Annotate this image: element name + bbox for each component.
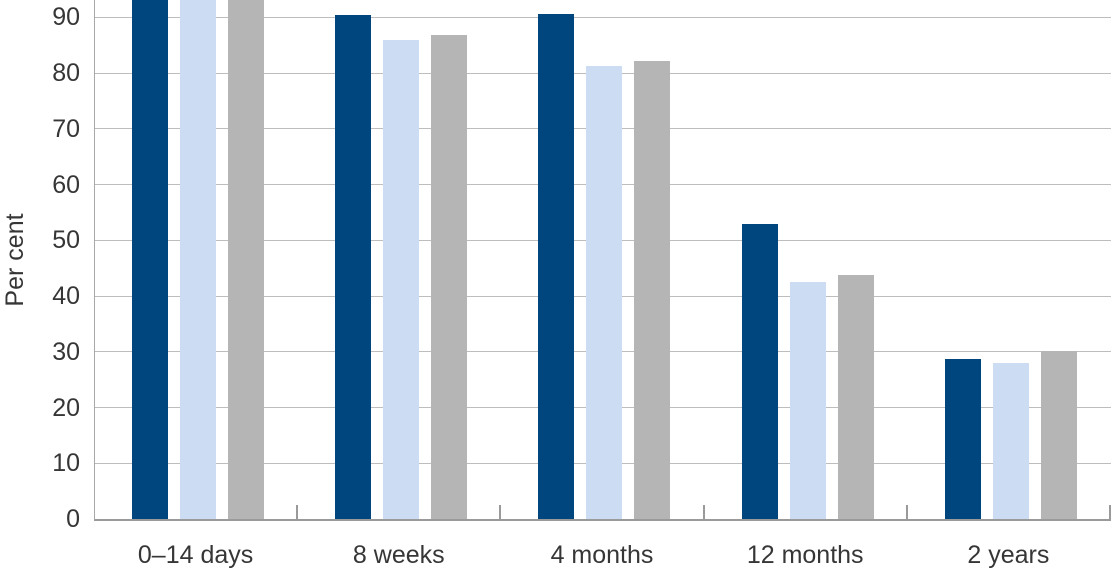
- y-tick-label-20: 20: [52, 393, 80, 422]
- bar-series-navy-cat4: [944, 358, 981, 519]
- x-axis-boundary-tick-2: [499, 505, 502, 519]
- y-tick-label-30: 30: [52, 337, 80, 366]
- y-axis-tick-labels: 0 10 20 30 40 50 60 70 80 90: [0, 0, 80, 572]
- x-tick-label-1: 8 weeks: [352, 541, 445, 569]
- y-tick-label-10: 10: [52, 449, 80, 478]
- x-axis-boundary-tick-3: [702, 505, 705, 519]
- bar-series-gray-cat4: [1040, 350, 1077, 519]
- gridline-90: [95, 16, 1111, 18]
- x-tick-label-4: 2 years: [967, 541, 1050, 569]
- y-tick-label-40: 40: [52, 282, 80, 311]
- x-tick-label-2: 4 months: [550, 541, 654, 569]
- x-tick-label-0: 0–14 days: [137, 541, 254, 569]
- bar-series-gray-cat2: [634, 61, 671, 519]
- bar-series-light-blue-cat3: [789, 282, 826, 519]
- x-axis-tick-labels: 0–14 days 8 weeks 4 months 12 months 2 years: [94, 540, 1110, 572]
- x-axis-boundary-tick-5: [1109, 505, 1111, 519]
- bar-series-gray-cat1: [431, 35, 468, 519]
- plot-area: [94, 0, 1111, 521]
- bar-series-navy-cat1: [335, 15, 372, 519]
- bar-series-light-blue-cat4: [992, 362, 1029, 519]
- bar-series-light-blue-cat1: [383, 39, 420, 519]
- bar-series-navy-cat2: [538, 13, 575, 519]
- y-tick-label-50: 50: [52, 226, 80, 255]
- bar-series-gray-cat3: [837, 274, 874, 519]
- bar-series-light-blue-cat2: [586, 65, 623, 519]
- bar-series-gray-cat0: [228, 0, 264, 519]
- x-tick-label-3: 12 months: [746, 541, 864, 569]
- bar-series-navy-cat0: [132, 0, 168, 519]
- y-tick-label-60: 60: [52, 170, 80, 199]
- y-tick-label-0: 0: [66, 505, 80, 533]
- bar-series-light-blue-cat0: [180, 0, 216, 519]
- x-axis-boundary-tick-4: [905, 505, 908, 519]
- x-axis-boundary-tick-1: [296, 505, 299, 519]
- y-tick-label-80: 80: [52, 59, 80, 88]
- y-tick-label-90: 90: [52, 3, 80, 32]
- bar-series-navy-cat3: [741, 223, 778, 519]
- y-tick-label-70: 70: [52, 114, 80, 143]
